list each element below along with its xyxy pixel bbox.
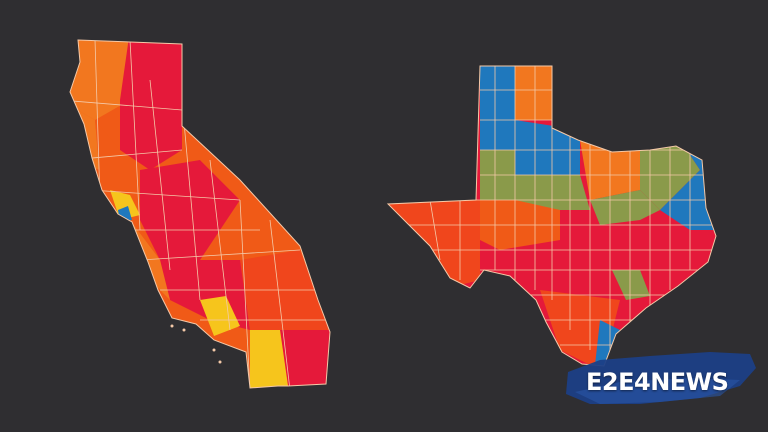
ca-county-lines <box>70 40 330 388</box>
ca-region-sierra <box>120 100 182 170</box>
e2e4news-logo[interactable]: E2E4NEWS <box>562 350 752 412</box>
tx-region-big-country <box>515 175 590 210</box>
tx-region-central <box>590 190 660 225</box>
ca-region-central-coast <box>130 220 170 300</box>
tx-region-houston <box>612 270 650 300</box>
ca-channel-island <box>212 348 216 352</box>
tx-region-panhandle-west <box>480 66 515 150</box>
california-state-shape <box>69 39 331 389</box>
ca-region-los-angeles <box>200 296 240 336</box>
ca-region-san-diego <box>250 330 290 388</box>
texas-state-shape <box>386 65 717 367</box>
ca-region-central-valley <box>140 160 240 260</box>
ca-region-bay-north <box>95 120 120 190</box>
ca-channel-island <box>170 324 174 328</box>
logo-text: E2E4NEWS <box>586 368 729 396</box>
ca-region-southeast <box>280 330 330 388</box>
ca-region-east <box>200 160 300 260</box>
tx-region-west <box>388 190 480 290</box>
ca-region-desert <box>240 250 330 340</box>
tx-outline <box>386 65 717 367</box>
ca-channel-island <box>182 328 186 332</box>
ca-channel-island <box>218 360 222 364</box>
logo-brush-stroke <box>566 352 756 404</box>
ca-outline <box>69 39 331 389</box>
